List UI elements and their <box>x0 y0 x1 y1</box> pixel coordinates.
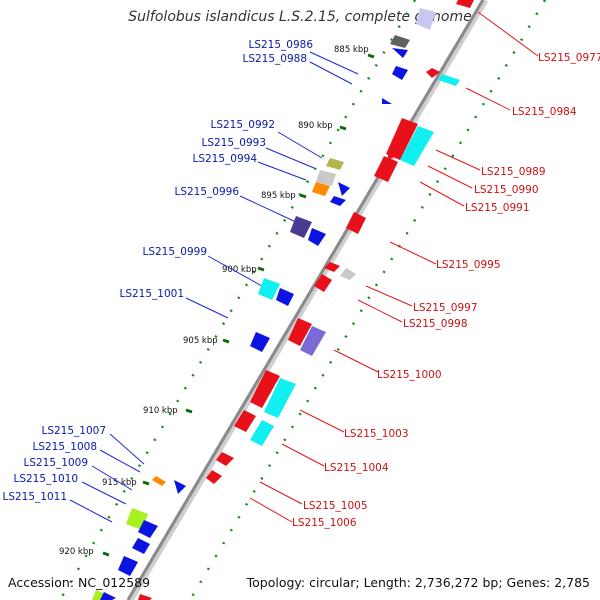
forward-gene-label: LS215_1007 <box>41 425 106 437</box>
gene-block <box>392 66 408 80</box>
gene-block <box>300 326 326 356</box>
gene-block <box>390 35 410 48</box>
gene-block <box>438 74 460 86</box>
gene-block <box>234 410 256 432</box>
gene-block <box>206 470 222 484</box>
gene-block <box>132 538 150 554</box>
topology-label: Topology: circular; Length: 2,736,272 bp… <box>246 575 590 590</box>
gene-block <box>416 8 436 30</box>
reverse-gene-label: LS215_0989 <box>481 166 546 178</box>
forward-gene-label: LS215_1008 <box>32 441 97 453</box>
kbp-tick-label: 885 kbp <box>334 45 369 55</box>
genome-backbone <box>126 0 489 600</box>
forward-leaders <box>69 51 359 523</box>
reverse-gene-label: LS215_0990 <box>474 184 539 196</box>
gene-block <box>388 150 396 160</box>
forward-genes <box>92 35 410 600</box>
gene-block <box>316 170 336 186</box>
reverse-gene-label: LS215_1005 <box>303 500 368 512</box>
gene-block <box>118 556 138 576</box>
reverse-leaders <box>249 11 539 523</box>
gene-block <box>330 196 346 206</box>
kbp-tick-label: 915 kbp <box>102 478 137 488</box>
gene-block <box>374 156 398 182</box>
map-title: Sulfolobus islandicus L.S.2.15, complete… <box>128 9 472 25</box>
forward-gene-label: LS215_1001 <box>119 288 184 300</box>
forward-gene-label: LS215_0986 <box>248 39 313 51</box>
gene-block <box>216 452 234 466</box>
gene-block <box>100 592 116 600</box>
reverse-gene-label: LS215_1004 <box>324 462 389 474</box>
gene-block <box>308 228 326 246</box>
gene-block <box>392 48 408 58</box>
reverse-gene-label: LS215_0998 <box>403 318 468 330</box>
gene-block <box>456 0 474 8</box>
gene-block <box>250 332 270 352</box>
reverse-gene-label: LS215_1006 <box>292 517 357 529</box>
gene-block <box>314 274 332 292</box>
accession-label: Accession: NC_012589 <box>8 575 151 590</box>
forward-gene-label: LS215_1009 <box>23 457 88 469</box>
reverse-gene-label: LS215_0995 <box>436 259 501 271</box>
kbp-tick-label: 905 kbp <box>183 336 218 346</box>
forward-gene-label: LS215_1011 <box>2 491 67 503</box>
forward-gene-label: LS215_0988 <box>242 53 307 65</box>
reverse-gene-label: LS215_0997 <box>413 302 478 314</box>
forward-gene-label: LS215_0993 <box>201 137 266 149</box>
gene-block <box>152 476 166 486</box>
kbp-tick-label: 910 kbp <box>143 406 178 416</box>
gene-block <box>250 370 280 408</box>
gene-block <box>138 520 158 538</box>
reverse-gene-label: LS215_1003 <box>344 428 409 440</box>
reverse-gene-label: LS215_0984 <box>512 106 577 118</box>
gene-block <box>382 98 392 104</box>
gene-block <box>258 278 280 300</box>
kbp-tick-label: 920 kbp <box>59 547 94 557</box>
forward-gene-label: LS215_0996 <box>174 186 239 198</box>
kbp-tick-marks <box>102 53 375 557</box>
forward-gene-label: LS215_0999 <box>142 246 207 258</box>
gene-block <box>174 480 186 494</box>
forward-gene-label: LS215_0994 <box>192 153 257 165</box>
gene-block <box>264 378 296 418</box>
gene-block <box>288 318 312 346</box>
reverse-gene-label: LS215_0977 <box>538 52 600 64</box>
gene-block <box>312 182 330 196</box>
forward-gene-label: LS215_1010 <box>13 473 78 485</box>
gene-block <box>250 420 274 446</box>
kbp-tick-label: 900 kbp <box>222 265 257 275</box>
reverse-genes <box>138 0 474 600</box>
gene-block <box>290 216 312 238</box>
kbp-tick-label: 890 kbp <box>298 121 333 131</box>
gene-block <box>326 158 344 170</box>
gene-block <box>400 126 434 166</box>
gene-block <box>338 182 350 196</box>
gene-block <box>276 288 294 306</box>
gene-block <box>346 212 366 234</box>
kbp-tick-label: 895 kbp <box>261 191 296 201</box>
gene-block <box>138 594 152 600</box>
gene-block <box>324 262 340 272</box>
reverse-gene-label: LS215_0991 <box>465 202 530 214</box>
gene-block <box>386 118 418 160</box>
reverse-gene-label: LS215_1000 <box>377 369 442 381</box>
gene-block <box>340 268 356 280</box>
forward-gene-label: LS215_0992 <box>210 119 275 131</box>
gene-block <box>426 68 440 78</box>
